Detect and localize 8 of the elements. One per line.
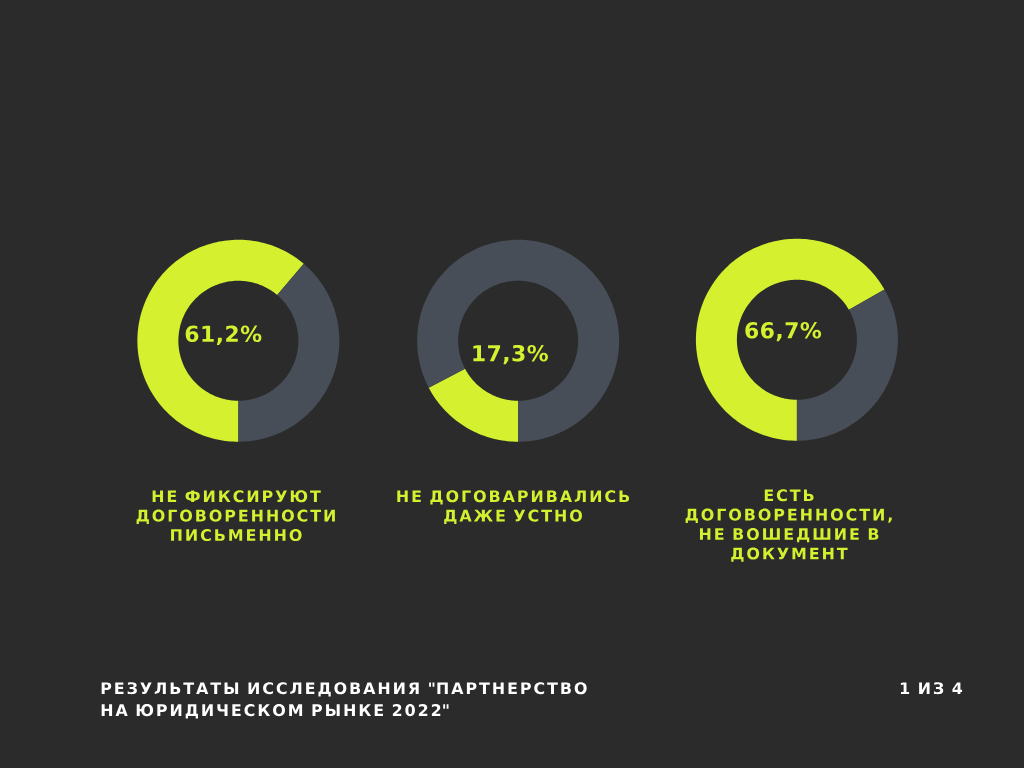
data-label: 66,7% <box>745 321 822 342</box>
slice-label: НЕ ДОГОВАРИВАЛИСЬ ДАЖЕ УСТНО <box>397 490 630 524</box>
data-label: 61,2% <box>185 325 262 345</box>
text: 1 ИЗ 4 <box>900 682 963 695</box>
text: РЕЗУЛЬТАТЫ ИССЛЕДОВАНИЯ "ПАРТНЕРСТВО НА ЮРИДИЧЕСКОМ РЫНКЕ 2022" <box>101 682 587 719</box>
slice-label: НЕ ФИКСИРУЮТ ДОГОВОРЕННОСТИ ПИСЬМЕННО <box>136 490 335 542</box>
slice-label: ЕСТЬ ДОГОВОРЕННОСТИ, НЕ ВОШЕДШИЕ В ДОКУМЕНТ <box>685 489 892 562</box>
data-label: 17,3% <box>473 344 548 365</box>
